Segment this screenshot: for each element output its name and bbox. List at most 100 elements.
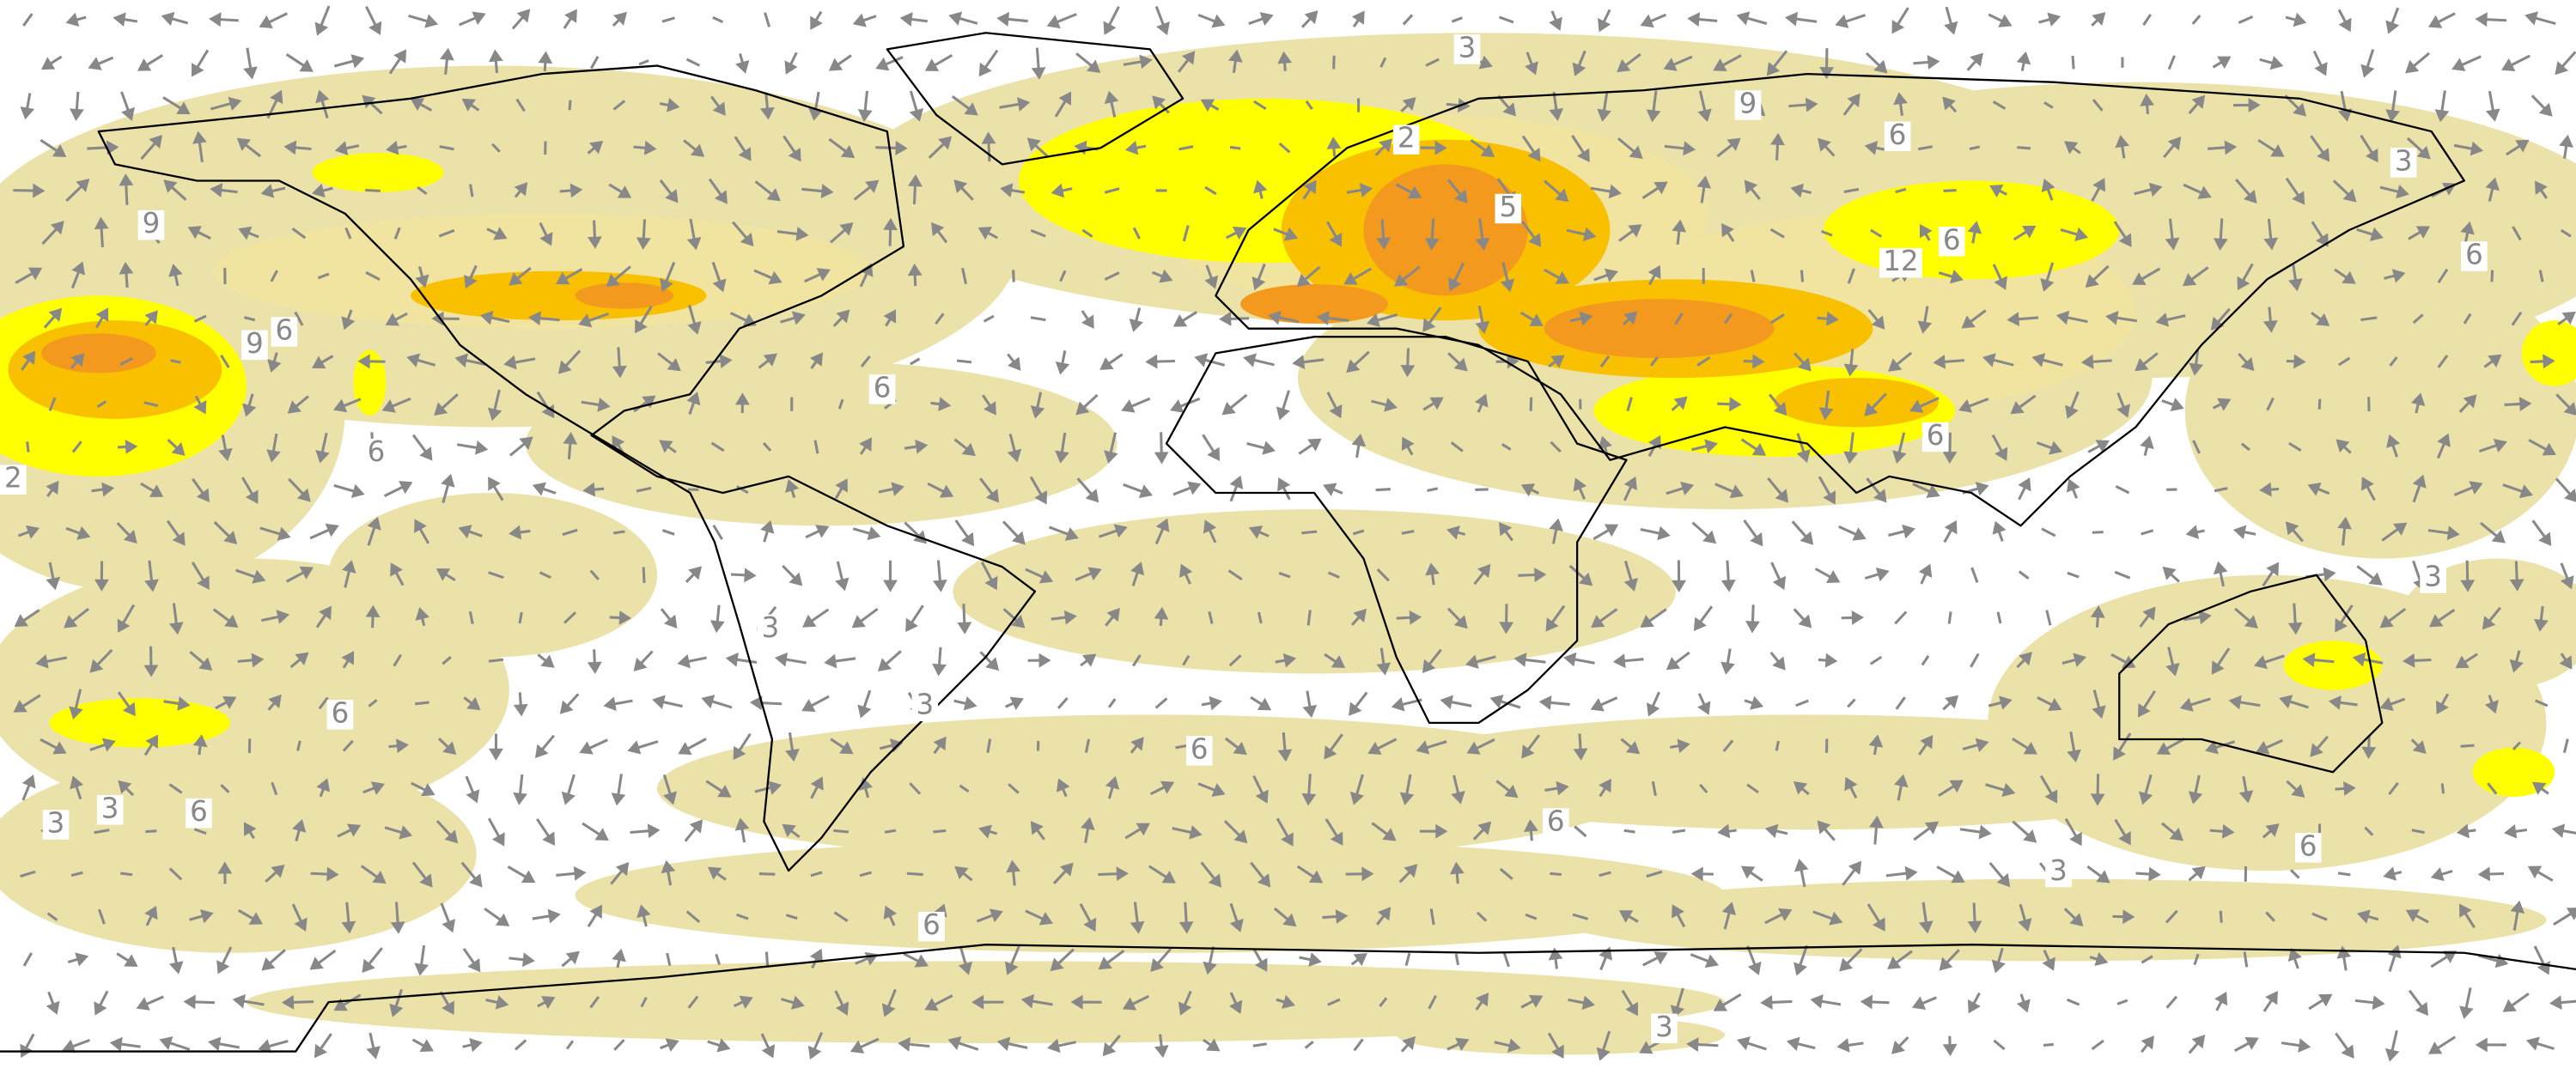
wind-arrow — [220, 783, 230, 793]
arrow-head — [258, 1039, 272, 1054]
arrow-head — [2510, 900, 2525, 914]
arrow-head — [2018, 477, 2031, 492]
arrow-head — [2509, 659, 2524, 673]
wind-arrow — [1895, 187, 1907, 194]
arrow-head — [1006, 859, 1021, 873]
wind-arrow — [2512, 226, 2522, 241]
wind-arrow — [442, 655, 452, 665]
arrow-head — [1648, 434, 1661, 450]
arrow-head — [2217, 56, 2232, 70]
arrow-head — [171, 442, 186, 456]
arrow-head — [2551, 823, 2566, 838]
arrow-head — [661, 859, 676, 874]
wind-arrow — [2214, 487, 2228, 493]
arrow-head — [1640, 14, 1654, 28]
arrow-head — [2477, 866, 2491, 882]
arrow-head — [1582, 227, 1597, 242]
arrow-head — [193, 400, 207, 415]
arrow-head — [2156, 742, 2171, 755]
arrow-head — [1228, 999, 1243, 1014]
arrow-head — [1670, 1005, 1684, 1019]
arrow-head — [2293, 354, 2306, 369]
arrow-head — [790, 995, 805, 1010]
arrow-head — [1283, 227, 1298, 241]
arrow-head — [1944, 21, 1958, 35]
arrow-head — [1330, 831, 1343, 846]
wind-arrow — [959, 784, 970, 793]
arrow-head — [690, 143, 705, 157]
arrow-head — [1760, 994, 1773, 1010]
wind-arrow — [1917, 145, 1933, 151]
arrow-head — [1170, 399, 1184, 413]
arrow-head — [1200, 99, 1215, 112]
wind-arrow — [2091, 1039, 2104, 1051]
arrow-head — [197, 575, 210, 590]
wind-arrow — [70, 871, 83, 878]
arrow-head — [1868, 734, 1884, 748]
arrow-head — [419, 873, 433, 888]
arrow-head — [1055, 361, 1070, 375]
wind-arrow — [712, 524, 723, 540]
arrow-head — [1282, 913, 1297, 927]
arrow-head — [1672, 219, 1687, 233]
arrow-head — [2140, 94, 2155, 106]
arrow-head — [1920, 734, 1934, 750]
arrow-head — [2016, 51, 2031, 65]
arrow-head — [1099, 356, 1114, 370]
wind-arrow — [439, 145, 454, 151]
arrow-head — [1262, 440, 1276, 455]
arrow-head — [1474, 393, 1489, 408]
wind-arrow — [1427, 487, 1439, 492]
wind-arrow — [565, 1040, 575, 1050]
arrow-head — [495, 913, 510, 926]
arrow-head — [883, 580, 898, 592]
arrow-head — [341, 651, 355, 665]
arrow-head — [1349, 701, 1362, 716]
arrow-head — [1894, 774, 1909, 788]
arrow-head — [1203, 519, 1217, 534]
wind-arrow — [666, 952, 672, 967]
wind-arrow — [1599, 871, 1611, 878]
arrow-head — [1178, 563, 1193, 578]
arrow-head — [1145, 354, 1158, 369]
wind-arrow — [1454, 953, 1460, 966]
arrow-head — [415, 274, 429, 288]
wind-arrow — [2071, 55, 2075, 70]
wind-arrow — [1722, 739, 1734, 752]
arrow-head — [1276, 406, 1290, 421]
arrow-head — [1382, 828, 1397, 841]
arrow-head — [119, 173, 134, 186]
label-box — [2461, 241, 2488, 271]
arrow-head — [461, 98, 476, 112]
wind-arrow — [712, 15, 724, 24]
arrow-head — [1893, 92, 1908, 106]
arrow-head — [1740, 865, 1756, 879]
arrow-head — [1499, 521, 1513, 537]
arrow-head — [1155, 518, 1170, 532]
wind-arrow — [2092, 531, 2104, 534]
arrow-head — [603, 696, 617, 712]
contour-label: 3 — [101, 792, 119, 824]
arrow-head — [1031, 67, 1046, 80]
arrow-head — [636, 904, 651, 919]
arrow-head — [1161, 870, 1176, 884]
arrow-head — [106, 140, 119, 155]
arrow-head — [1504, 784, 1519, 799]
arrow-head — [2279, 695, 2293, 709]
arrow-head — [2023, 741, 2038, 755]
wind-arrow — [1921, 655, 1930, 666]
wind-arrow — [1301, 530, 1318, 535]
arrow-head — [1612, 653, 1626, 669]
arrow-head — [503, 355, 517, 370]
arrow-head — [1156, 21, 1170, 36]
arrow-head — [2518, 397, 2532, 411]
arrow-head — [1873, 917, 1885, 932]
wind-arrow — [291, 228, 307, 240]
wind-arrow — [736, 485, 749, 495]
arrow-head — [749, 695, 763, 711]
arrow-head — [957, 622, 972, 635]
wind-arrow — [2041, 527, 2056, 537]
arrow-head — [1720, 580, 1736, 592]
wind-arrow — [2463, 313, 2472, 325]
wind-arrow — [736, 913, 749, 920]
